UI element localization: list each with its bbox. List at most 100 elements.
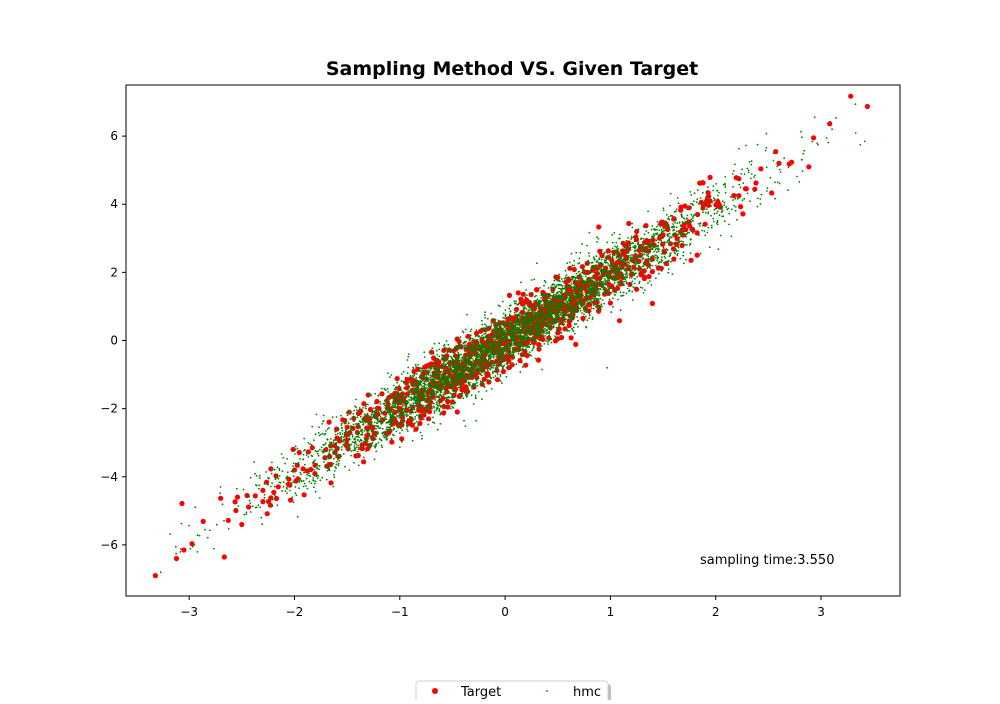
target-point (616, 318, 623, 324)
hmc-point (495, 346, 498, 348)
hmc-point (430, 402, 432, 404)
hmc-point (285, 482, 288, 485)
hmc-point (349, 418, 352, 420)
hmc-point (365, 403, 368, 406)
hmc-point (537, 328, 540, 331)
hmc-point (573, 306, 576, 309)
hmc-point (734, 206, 737, 208)
hmc-point (600, 303, 603, 306)
hmc-point (711, 201, 714, 204)
hmc-point (553, 301, 556, 304)
hmc-point (286, 458, 288, 460)
hmc-point (766, 190, 768, 192)
hmc-point (572, 268, 575, 271)
hmc-point (524, 318, 527, 321)
hmc-point (561, 314, 563, 317)
hmc-point (452, 384, 455, 387)
hmc-point (521, 316, 524, 319)
hmc-point (291, 470, 294, 473)
hmc-point (196, 551, 199, 553)
hmc-point (633, 256, 635, 259)
hmc-point (382, 435, 385, 437)
hmc-point (579, 252, 582, 254)
hmc-point (517, 350, 520, 353)
hmc-point (375, 414, 378, 416)
hmc-point (342, 453, 345, 455)
hmc-point (499, 305, 501, 308)
hmc-point (446, 362, 449, 364)
hmc-point (194, 506, 197, 509)
hmc-point (493, 338, 495, 340)
hmc-point (685, 244, 688, 246)
hmc-point (570, 311, 572, 314)
hmc-point (634, 244, 636, 247)
hmc-point (386, 405, 388, 408)
hmc-point (586, 319, 589, 322)
hmc-point (515, 311, 518, 313)
hmc-point (512, 353, 515, 356)
hmc-point (273, 468, 276, 471)
hmc-point (730, 235, 733, 238)
hmc-point (720, 205, 723, 208)
hmc-point (367, 423, 370, 425)
hmc-point (449, 367, 452, 369)
hmc-point (532, 315, 535, 318)
hmc-point (756, 205, 759, 208)
hmc-point (610, 287, 613, 290)
hmc-point (508, 355, 510, 358)
hmc-point (353, 441, 356, 444)
hmc-point (445, 366, 447, 369)
hmc-point (336, 432, 339, 435)
hmc-point (564, 299, 567, 302)
hmc-point (397, 391, 400, 393)
target-point (646, 273, 652, 280)
hmc-point (498, 361, 500, 364)
hmc-point (408, 399, 411, 401)
hmc-point (356, 446, 358, 448)
hmc-point (433, 411, 436, 414)
hmc-point (743, 173, 746, 176)
hmc-point (329, 438, 332, 440)
hmc-point (473, 371, 476, 374)
chart-title: Sampling Method VS. Given Target (326, 58, 698, 80)
hmc-point (445, 368, 448, 371)
hmc-point (540, 337, 542, 339)
hmc-point (525, 327, 527, 330)
hmc-point (682, 243, 685, 246)
hmc-point (581, 289, 583, 292)
hmc-point (504, 357, 507, 360)
hmc-point (392, 419, 394, 422)
hmc-point (526, 315, 529, 318)
hmc-point (427, 397, 430, 400)
hmc-point (471, 370, 474, 373)
hmc-point (565, 306, 568, 308)
hmc-point (495, 370, 498, 373)
hmc-point (325, 430, 327, 432)
hmc-point (700, 207, 703, 210)
hmc-point (360, 433, 362, 436)
hmc-point (408, 396, 410, 398)
hmc-point (296, 463, 299, 466)
hmc-point (246, 494, 249, 497)
hmc-point (436, 384, 439, 387)
hmc-point (573, 298, 576, 300)
hmc-point (498, 344, 500, 347)
hmc-point (388, 413, 391, 416)
hmc-point (620, 295, 622, 297)
hmc-point (678, 221, 681, 224)
target-point (225, 517, 231, 524)
hmc-point (412, 374, 414, 377)
hmc-point (407, 353, 410, 355)
hmc-point (401, 441, 403, 443)
hmc-point (571, 264, 574, 267)
hmc-point (359, 409, 362, 412)
hmc-point (686, 217, 688, 220)
target-point (607, 300, 614, 306)
hmc-point (457, 379, 459, 382)
hmc-point (568, 283, 571, 286)
hmc-point (291, 481, 294, 484)
hmc-point (633, 274, 636, 277)
hmc-point (607, 263, 610, 265)
target-point (355, 452, 361, 459)
hmc-point (520, 339, 523, 342)
